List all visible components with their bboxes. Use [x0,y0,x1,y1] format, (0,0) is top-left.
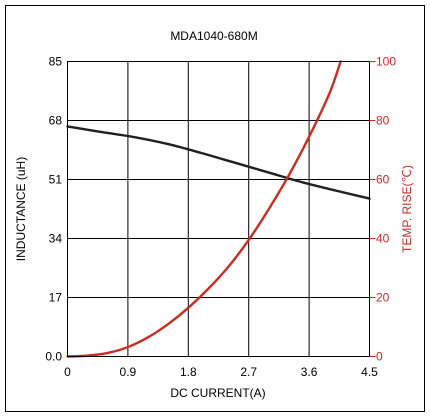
y2-tick-label: 40 [376,232,390,246]
chart-title: MDA1040-680M [170,29,257,43]
y-tick-label: 17 [49,291,63,305]
series-layer [66,60,371,358]
x-tick-label: 0.9 [120,365,137,379]
y-tick-label: 85 [49,55,63,69]
y-tick-label: 34 [49,232,63,246]
x-axis-label: DC CURRENT(A) [170,386,265,400]
temp-rise-curve [66,60,342,358]
y2-tick-label: 0 [376,350,383,364]
outer-frame [5,5,425,412]
y-tick-label: 68 [49,114,63,128]
x-tick-label: 0 [64,365,71,379]
ticks-layer: 0 0.9 1.8 2.7 3.6 4.5 0.0 17 34 51 68 85 0 20 40 60 80 10… [45,55,396,380]
y-axis-label: INDUCTANCE (uH) [14,157,28,261]
y2-tick-label: 80 [376,114,390,128]
inductance-curve [66,125,371,200]
plot-frame [67,61,370,357]
y2-tick-label: 100 [376,55,396,69]
y2-axis-label: TEMP. RISE(℃) [400,165,414,253]
grid-layer [67,61,370,357]
y2-tick-label: 20 [376,291,390,305]
y2-tick-label: 60 [376,173,390,187]
x-tick-label: 3.6 [301,365,318,379]
x-tick-label: 2.7 [240,365,257,379]
x-tick-label: 1.8 [180,365,197,379]
y-tick-label: 0.0 [45,350,62,364]
y-tick-label: 51 [49,173,63,187]
x-tick-label: 4.5 [361,365,378,379]
